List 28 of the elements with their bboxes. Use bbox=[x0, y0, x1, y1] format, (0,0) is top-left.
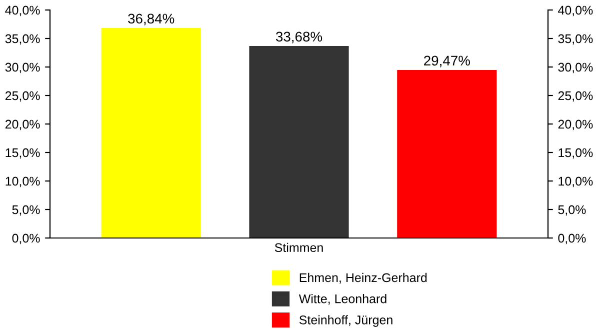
legend-label: Witte, Leonhard bbox=[298, 294, 386, 305]
legend-label: Ehmen, Heinz-Gerhard bbox=[300, 272, 427, 284]
y-tick-label: 40,0% bbox=[5, 6, 40, 16]
data-label: 29,47% bbox=[424, 56, 470, 68]
text: 0,0% bbox=[558, 234, 586, 244]
text: 40,0% bbox=[558, 6, 593, 16]
bar bbox=[397, 70, 497, 238]
data-label: 33,68% bbox=[276, 32, 322, 44]
y-tick-label: 5,0% bbox=[12, 205, 40, 216]
text: 25,0% bbox=[558, 91, 593, 102]
y-tick-label: 20,0% bbox=[5, 120, 40, 130]
y-tick-label: 10,0% bbox=[6, 176, 40, 188]
text: 30,0% bbox=[558, 62, 593, 74]
y-tick-label: 25,0% bbox=[5, 91, 40, 102]
text: 5,0% bbox=[558, 205, 586, 216]
x-tick-label: Stimmen bbox=[274, 242, 323, 252]
y-tick-label: 0,0% bbox=[12, 234, 40, 244]
text: 35,0% bbox=[558, 34, 593, 45]
legend-label: Steinhoff, Jürgen bbox=[299, 315, 392, 327]
data-label: 36,84% bbox=[128, 14, 174, 26]
text: 15,0% bbox=[558, 148, 593, 159]
text: 20,0% bbox=[558, 120, 593, 130]
bar bbox=[101, 28, 201, 238]
y-tick-label: 30,0% bbox=[5, 62, 40, 74]
bar bbox=[249, 46, 349, 238]
y-tick-label: 35,0% bbox=[5, 34, 40, 45]
text: 10,0% bbox=[558, 176, 593, 188]
y-tick-label: 15,0% bbox=[6, 148, 40, 159]
